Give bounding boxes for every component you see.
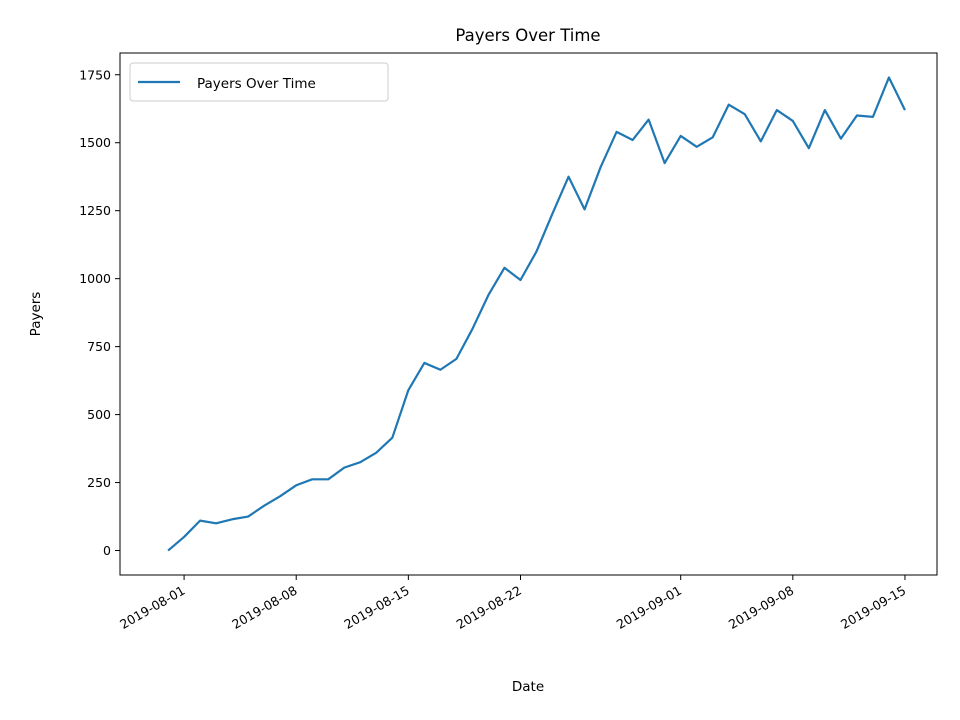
y-tick-label: 1750: [79, 67, 111, 82]
legend: Payers Over Time: [129, 62, 389, 102]
y-tick-label: 0: [103, 543, 111, 558]
x-tick-label: 2019-08-15: [341, 583, 411, 632]
x-tick-label: 2019-08-01: [117, 583, 187, 632]
series-layer: [167, 76, 906, 552]
x-axis: 2019-08-01 2019-08-08 2019-08-15 2019-08-22…: [117, 575, 908, 632]
x-tick-label: 2019-09-01: [614, 583, 684, 632]
legend-label: Payers Over Time: [197, 76, 316, 92]
y-axis: 0 250 500 750 1000 1250 1500 1750: [79, 67, 120, 558]
chart-title: Payers Over Time: [455, 26, 600, 45]
y-tick-label: 1000: [79, 271, 111, 286]
series-line: [167, 76, 906, 552]
x-axis-label: Date: [512, 679, 544, 695]
x-tick-label: 2019-09-08: [726, 583, 796, 632]
y-tick-label: 1250: [79, 203, 111, 218]
plot-frame: [119, 52, 938, 576]
legend-box: [129, 62, 389, 102]
x-tick-label: 2019-08-22: [454, 583, 524, 632]
y-axis-label: Payers: [28, 292, 44, 337]
y-tick-label: 1500: [79, 135, 111, 150]
y-tick-label: 750: [87, 339, 111, 354]
y-tick-label: 250: [87, 475, 111, 490]
x-tick-label: 2019-09-15: [838, 583, 908, 632]
y-tick-label: 500: [87, 407, 111, 422]
x-tick-label: 2019-08-08: [229, 583, 299, 632]
